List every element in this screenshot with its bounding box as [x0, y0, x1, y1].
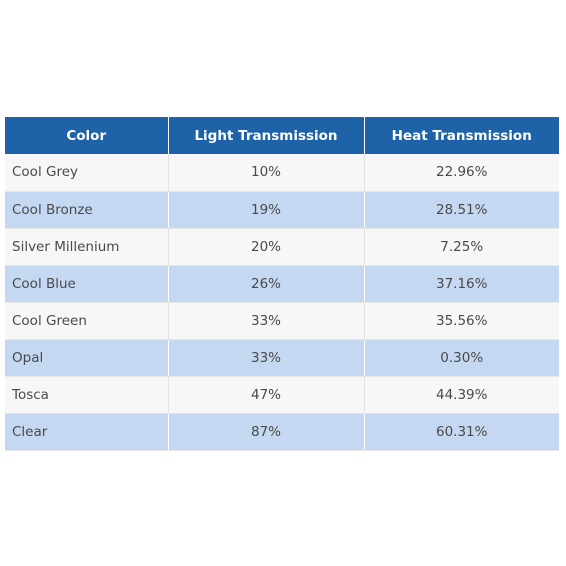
column-header-color: Color [5, 117, 169, 154]
cell-heat-transmission: 37.16% [364, 265, 559, 303]
cell-heat-transmission: 7.25% [364, 228, 559, 266]
table-row: Opal 33% 0.30% [5, 339, 559, 377]
cell-heat-transmission: 22.96% [364, 154, 559, 192]
header-row: Color Light Transmission Heat Transmissi… [5, 117, 559, 154]
table-body: Cool Grey 10% 22.96% Cool Bronze 19% 28.… [5, 154, 559, 451]
cell-light-transmission: 19% [168, 191, 365, 229]
cell-color: Tosca [5, 376, 169, 414]
cell-color: Cool Grey [5, 154, 169, 192]
table-row: Cool Grey 10% 22.96% [5, 154, 559, 192]
table-row: Tosca 47% 44.39% [5, 376, 559, 414]
cell-light-transmission: 10% [168, 154, 365, 192]
cell-color: Silver Millenium [5, 228, 169, 266]
table-row: Cool Blue 26% 37.16% [5, 265, 559, 303]
cell-light-transmission: 33% [168, 339, 365, 377]
transmission-table: Color Light Transmission Heat Transmissi… [5, 117, 559, 451]
cell-color: Opal [5, 339, 169, 377]
cell-light-transmission: 33% [168, 302, 365, 340]
cell-color: Cool Bronze [5, 191, 169, 229]
cell-heat-transmission: 35.56% [364, 302, 559, 340]
column-header-light-transmission: Light Transmission [168, 117, 365, 154]
table-row: Clear 87% 60.31% [5, 413, 559, 451]
cell-light-transmission: 26% [168, 265, 365, 303]
cell-color: Cool Green [5, 302, 169, 340]
cell-light-transmission: 87% [168, 413, 365, 451]
cell-light-transmission: 47% [168, 376, 365, 414]
table-row: Cool Bronze 19% 28.51% [5, 191, 559, 229]
cell-color: Clear [5, 413, 169, 451]
table-row: Silver Millenium 20% 7.25% [5, 228, 559, 266]
table-header: Color Light Transmission Heat Transmissi… [5, 117, 559, 154]
cell-heat-transmission: 44.39% [364, 376, 559, 414]
cell-heat-transmission: 0.30% [364, 339, 559, 377]
cell-heat-transmission: 60.31% [364, 413, 559, 451]
cell-color: Cool Blue [5, 265, 169, 303]
column-header-heat-transmission: Heat Transmission [364, 117, 559, 154]
cell-heat-transmission: 28.51% [364, 191, 559, 229]
table-row: Cool Green 33% 35.56% [5, 302, 559, 340]
cell-light-transmission: 20% [168, 228, 365, 266]
